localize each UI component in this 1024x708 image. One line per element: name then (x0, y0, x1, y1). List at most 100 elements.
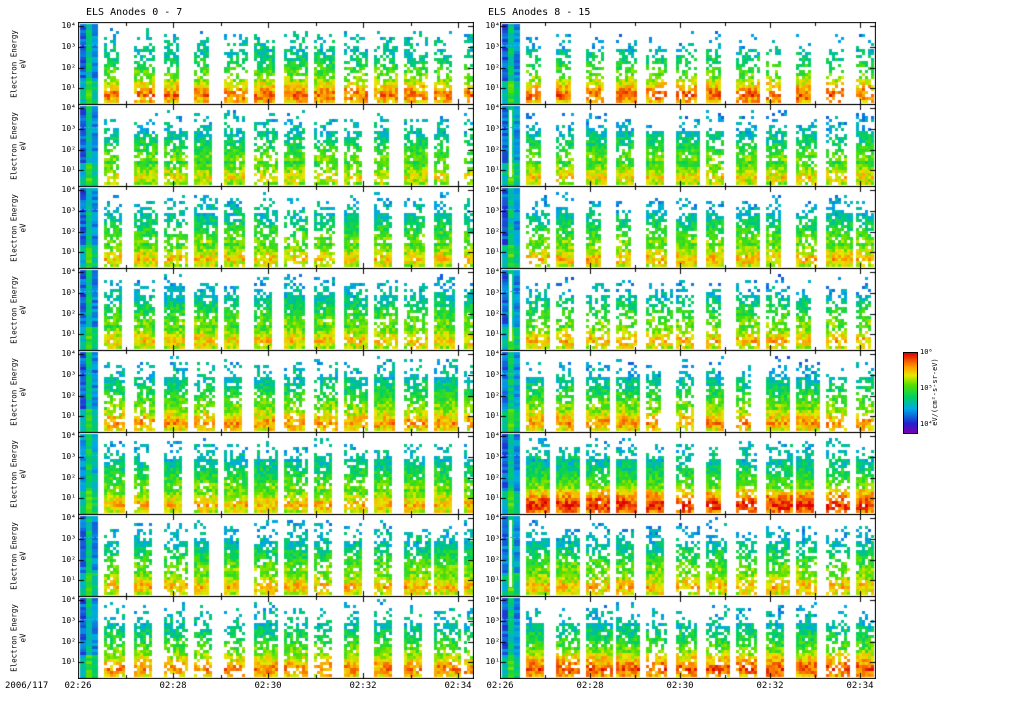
x-tick-label: 02:30 (666, 681, 694, 691)
y-tick-label: 10² (485, 637, 500, 646)
y-tick-label: 10¹ (485, 575, 500, 584)
x-tick-label: 02:32 (756, 681, 784, 691)
y-tick-label: 10¹ (485, 247, 500, 256)
spectrogram-panel-left-anode-row-7 (78, 596, 474, 679)
y-tick-label: 10⁴ (61, 349, 76, 358)
y-tick-label: 10⁴ (61, 185, 76, 194)
y-axis-label: Electron Energy eV (10, 351, 34, 434)
x-tick-label: 02:28 (159, 681, 187, 691)
spectrogram-panel-right-anode-row-0 (500, 22, 876, 105)
y-tick-label: 10⁴ (61, 431, 76, 440)
x-tick-label: 02:34 (444, 681, 472, 691)
y-tick-label: 10³ (485, 616, 500, 625)
y-tick-label: 10⁴ (61, 267, 76, 276)
spectrogram-panel-right-anode-row-4 (500, 350, 876, 433)
y-tick-label: 10² (485, 309, 500, 318)
y-tick-label: 10⁴ (61, 513, 76, 522)
y-tick-label: 10¹ (485, 83, 500, 92)
y-tick-label: 10⁴ (485, 103, 500, 112)
y-tick-label: 10³ (61, 616, 76, 625)
spectrogram-panel-left-anode-row-4 (78, 350, 474, 433)
y-axis-label: Electron Energy eV (10, 269, 34, 352)
y-tick-label: 10³ (485, 124, 500, 133)
y-tick-label: 10¹ (485, 493, 500, 502)
spectrogram-panel-left-anode-row-0 (78, 22, 474, 105)
y-axis-label: Electron Energy eV (10, 187, 34, 270)
y-tick-label: 10² (61, 391, 76, 400)
y-tick-label: 10¹ (61, 329, 76, 338)
spectrogram-panel-left-anode-row-5 (78, 432, 474, 515)
y-tick-label: 10⁴ (485, 431, 500, 440)
left-plot-title: ELS Anodes 0 - 7 (86, 7, 183, 18)
y-tick-label: 10² (61, 309, 76, 318)
y-tick-label: 10³ (61, 534, 76, 543)
x-tick-label: 02:28 (576, 681, 604, 691)
y-axis-label: Electron Energy eV (10, 23, 34, 106)
y-tick-label: 10¹ (61, 165, 76, 174)
y-tick-label: 10⁴ (485, 21, 500, 30)
y-tick-label: 10² (485, 473, 500, 482)
y-tick-label: 10⁴ (485, 267, 500, 276)
date-label: 2006/117 (5, 681, 49, 691)
y-tick-label: 10¹ (61, 411, 76, 420)
y-tick-label: 10² (61, 637, 76, 646)
y-tick-label: 10¹ (61, 657, 76, 666)
y-tick-label: 10³ (485, 534, 500, 543)
y-tick-label: 10³ (485, 42, 500, 51)
y-tick-label: 10¹ (61, 493, 76, 502)
y-tick-label: 10³ (485, 370, 500, 379)
y-tick-label: 10¹ (485, 411, 500, 420)
y-tick-label: 10¹ (485, 657, 500, 666)
colorbar-gradient (903, 352, 918, 434)
y-axis-label-line1: Electron Energy (9, 604, 19, 672)
y-axis-label-line1: Electron Energy (9, 440, 19, 508)
y-axis-label: Electron Energy eV (10, 433, 34, 516)
y-axis-label-line1: Electron Energy (9, 358, 19, 426)
y-tick-label: 10² (61, 227, 76, 236)
y-axis-label-line2: eV (18, 223, 28, 233)
y-axis-label-line2: eV (18, 387, 28, 397)
y-tick-label: 10⁴ (61, 21, 76, 30)
y-tick-label: 10¹ (61, 83, 76, 92)
colorbar-unit-label: eV/(cm²-s-sr-eV) (931, 358, 939, 426)
y-tick-label: 10⁴ (61, 595, 76, 604)
y-tick-label: 10¹ (485, 165, 500, 174)
y-tick-label: 10² (485, 227, 500, 236)
right-plot-title: ELS Anodes 8 - 15 (488, 7, 591, 18)
y-tick-label: 10³ (485, 206, 500, 215)
y-axis-label-line2: eV (18, 551, 28, 561)
y-tick-label: 10² (485, 391, 500, 400)
x-tick-label: 02:32 (349, 681, 377, 691)
y-axis-label-line1: Electron Energy (9, 194, 19, 262)
y-axis-label-line2: eV (18, 305, 28, 315)
y-axis-label-line2: eV (18, 469, 28, 479)
y-tick-label: 10³ (485, 452, 500, 461)
colorbar-tick-label: 10⁴ (920, 420, 933, 428)
x-tick-label: 02:26 (486, 681, 514, 691)
y-tick-label: 10⁴ (485, 185, 500, 194)
y-tick-label: 10² (61, 555, 76, 564)
y-tick-label: 10¹ (61, 575, 76, 584)
y-tick-label: 10⁴ (485, 595, 500, 604)
y-axis-label: Electron Energy eV (10, 515, 34, 598)
y-axis-label-line2: eV (18, 633, 28, 643)
y-axis-label-line1: Electron Energy (9, 522, 19, 590)
colorbar-tick-label: 10⁶ (920, 348, 933, 356)
x-tick-label: 02:26 (64, 681, 92, 691)
spectrogram-panel-left-anode-row-3 (78, 268, 474, 351)
spectrogram-panel-right-anode-row-3 (500, 268, 876, 351)
y-tick-label: 10³ (61, 370, 76, 379)
y-tick-label: 10² (61, 63, 76, 72)
spectrogram-panel-right-anode-row-5 (500, 432, 876, 515)
spectrogram-panel-right-anode-row-1 (500, 104, 876, 187)
y-tick-label: 10² (61, 145, 76, 154)
y-axis-label-line2: eV (18, 141, 28, 151)
spectrogram-panel-right-anode-row-2 (500, 186, 876, 269)
spectrogram-panel-right-anode-row-6 (500, 514, 876, 597)
y-tick-label: 10² (485, 63, 500, 72)
colorbar-tick-label: 10⁵ (920, 384, 933, 392)
y-axis-label-line1: Electron Energy (9, 30, 19, 98)
spectrogram-panel-left-anode-row-1 (78, 104, 474, 187)
y-axis-label-line1: Electron Energy (9, 112, 19, 180)
